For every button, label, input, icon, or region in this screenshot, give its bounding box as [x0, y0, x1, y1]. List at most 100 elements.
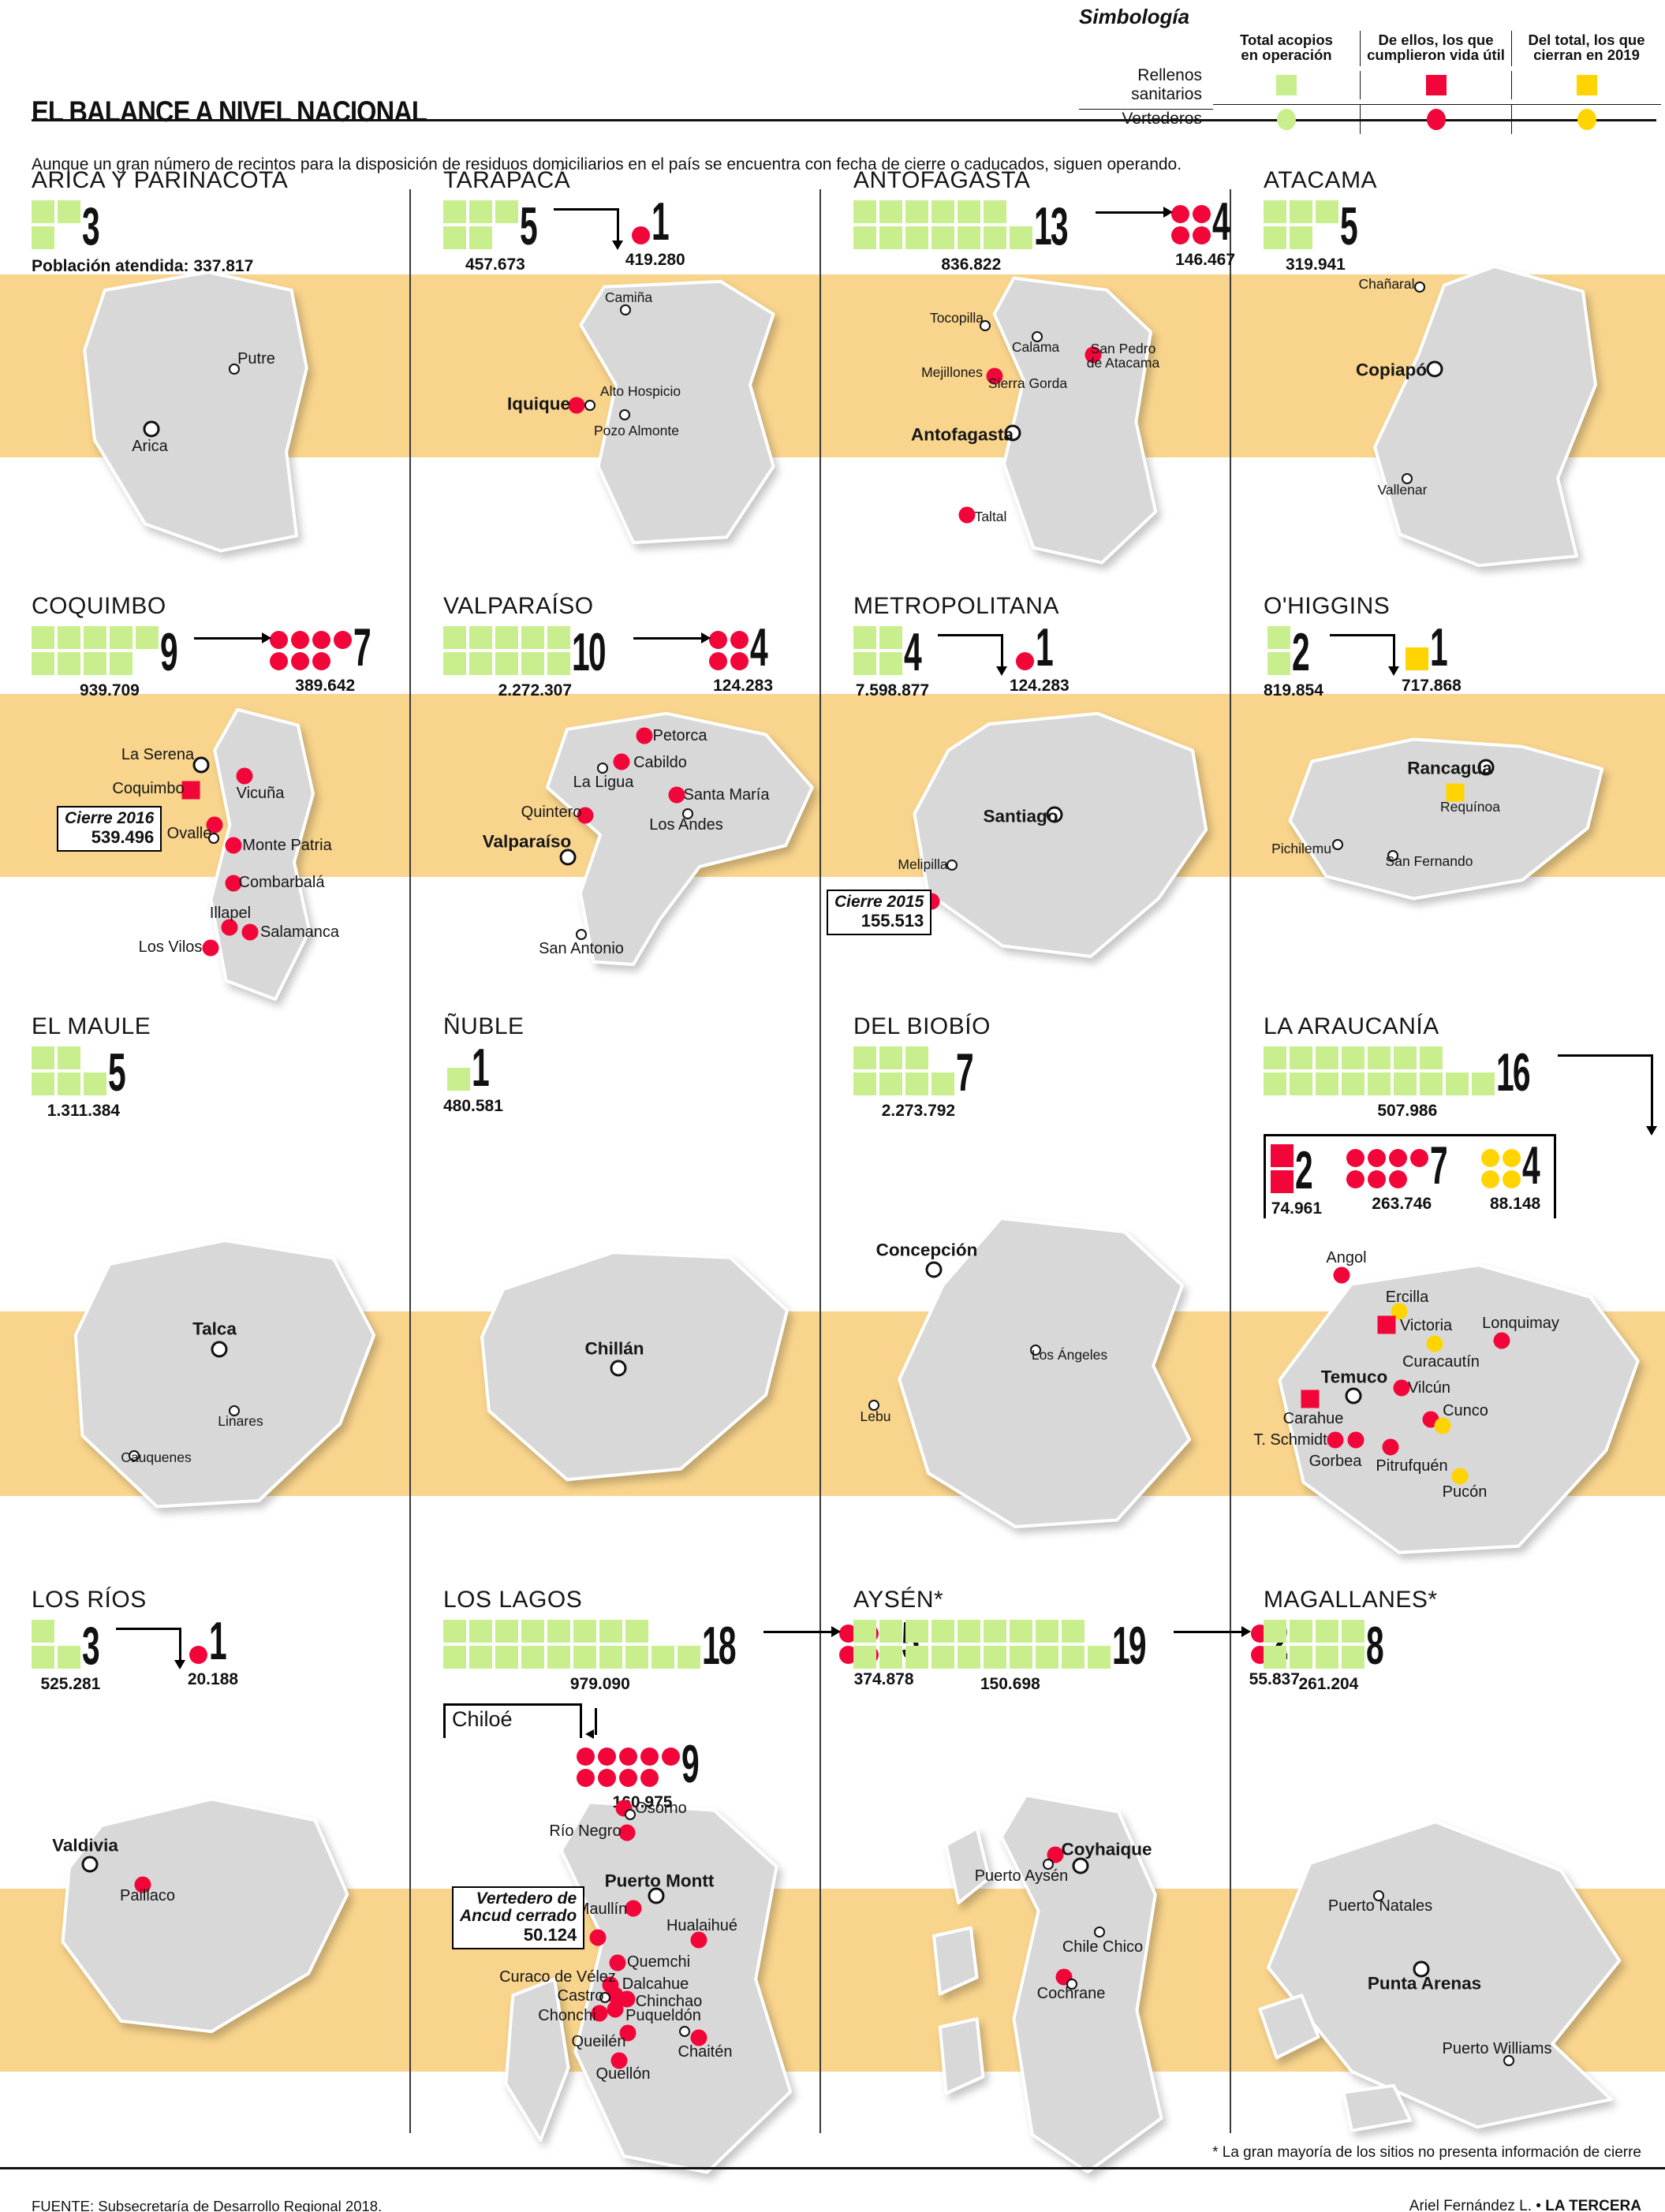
city-label: Curacautín	[1402, 1352, 1480, 1371]
stat-group-green: 2 819.854	[1264, 625, 1323, 700]
green-square-icon	[1264, 1046, 1286, 1069]
red-dot-icon	[1170, 204, 1189, 223]
small-city-circle-marker	[1066, 1979, 1077, 1990]
page-title: EL BALANCE A NIVEL NACIONAL	[32, 95, 427, 128]
green-square-icon	[1010, 1646, 1032, 1669]
annotation-value: 50.124	[523, 1925, 577, 1945]
red-dot-marker	[1493, 1332, 1510, 1349]
legend-row-label: Vertederos	[1079, 109, 1213, 129]
population-value: 88.148	[1489, 1194, 1541, 1213]
red-dot-icon	[618, 1747, 637, 1766]
city-label: Taltal	[974, 509, 1007, 525]
stat-group-yellow: 4 88.148	[1480, 1136, 1550, 1214]
green-square-icon	[1062, 1646, 1084, 1669]
red-dot-marker	[591, 2005, 608, 2022]
region-map-antofagasta	[931, 272, 1175, 572]
city-label: Ovalle	[166, 824, 212, 842]
region-atacama: ATACAMA 5 319.941	[1264, 167, 1662, 274]
green-square-icon	[521, 1620, 544, 1643]
closure-annotation: Vertedero de Ancud cerrado 50.124	[452, 1886, 585, 1950]
small-city-circle-marker	[229, 1405, 240, 1416]
red-dot-marker	[619, 2024, 637, 2042]
city-circle-marker	[1046, 806, 1063, 823]
red-dot-icon	[597, 1747, 616, 1766]
green-square-icon	[58, 1646, 80, 1669]
green-square-icon	[1290, 226, 1312, 249]
city-label: Quemchi	[626, 1953, 691, 1971]
city-label: Temuco	[1320, 1367, 1388, 1387]
region-antofagasta: ANTOFAGASTA 13 836.822 4 146.467	[853, 167, 1252, 274]
footnote: * La gran mayoría de los sitios no prese…	[1212, 2144, 1641, 2161]
green-square-icon	[853, 1072, 876, 1095]
city-label: Dalcahue	[622, 1975, 689, 1993]
city-label: Camiña	[604, 289, 653, 306]
green-square-icon	[931, 1072, 954, 1095]
green-square-icon	[547, 1620, 570, 1643]
green-square-icon	[1290, 1072, 1312, 1095]
count-number: 5	[520, 196, 538, 257]
city-label: Queilén	[571, 2032, 626, 2050]
arrow-icon	[1173, 1626, 1251, 1637]
red-dot-icon	[640, 1768, 659, 1787]
region-name: METROPOLITANA	[853, 593, 1059, 619]
green-square-icon	[905, 1046, 928, 1069]
city-label: Concepción	[875, 1240, 978, 1260]
small-city-circle-marker	[1032, 331, 1043, 342]
count-number: 4	[1521, 1136, 1540, 1196]
population-value: 457.673	[465, 256, 525, 274]
population-value: 939.709	[79, 681, 140, 699]
count-number: 4	[904, 622, 922, 683]
city-label: Valdivia	[52, 1835, 118, 1856]
city-label: Carahue	[1282, 1409, 1344, 1427]
city-label: Melipilla	[898, 856, 948, 873]
green-square-icon	[931, 1620, 954, 1643]
return-arrow-icon	[585, 1708, 597, 1739]
city-label: T. Schmidt	[1253, 1431, 1327, 1449]
count-number: 13	[1034, 196, 1069, 257]
green-square-icon	[1290, 1620, 1312, 1643]
small-city-circle-marker	[1030, 1345, 1041, 1356]
column-divider	[819, 189, 821, 2133]
green-dot-icon	[1277, 108, 1296, 130]
green-square-icon	[984, 1620, 1006, 1643]
count-number: 3	[82, 1616, 100, 1677]
red-dot-marker	[636, 727, 653, 744]
green-square-icon	[1342, 1072, 1364, 1095]
population-value: 819.854	[1264, 681, 1323, 699]
green-square-icon	[958, 1646, 980, 1669]
yellow-dot-marker	[1391, 1303, 1408, 1320]
small-city-circle-marker	[625, 1809, 636, 1820]
region-name: LA ARAUCANÍA	[1264, 1013, 1439, 1039]
count-number: 1	[1429, 617, 1448, 677]
red-square-marker	[181, 781, 200, 800]
small-city-circle-marker	[1332, 839, 1343, 850]
stat-group-red: 4 124.283	[708, 621, 778, 696]
green-square-icon	[32, 200, 54, 223]
city-label: Osorno	[635, 1799, 687, 1817]
green-square-icon	[958, 1620, 980, 1643]
city-label: Punta Arenas	[1367, 1973, 1482, 1994]
yellow-dot-icon	[1502, 1169, 1521, 1188]
city-label: Quintero	[521, 803, 582, 821]
red-dot-marker	[668, 786, 685, 804]
small-city-circle-marker	[946, 860, 958, 871]
green-square-icon	[1267, 626, 1291, 649]
green-square-icon	[32, 226, 54, 249]
stat-group-red: 2 74.961	[1271, 1143, 1323, 1218]
red-dot-icon	[838, 1624, 857, 1643]
region-name: LOS LAGOS	[443, 1587, 583, 1613]
green-square-icon	[879, 226, 902, 249]
arrow-icon	[553, 208, 624, 250]
red-dot-icon	[661, 1747, 680, 1766]
annotation-value: 539.496	[91, 827, 155, 848]
green-square-icon	[1264, 1072, 1286, 1095]
green-square-icon	[905, 1646, 928, 1669]
green-square-icon	[651, 1646, 674, 1669]
region-map-araucania	[1256, 1252, 1654, 1572]
green-square-icon	[110, 652, 133, 675]
green-square-icon	[879, 200, 902, 223]
closure-annotation: Cierre 2016 539.496	[57, 806, 162, 852]
red-dot-icon	[1346, 1148, 1364, 1167]
small-city-circle-marker	[868, 1400, 879, 1411]
city-label: Tocopilla	[929, 310, 984, 326]
